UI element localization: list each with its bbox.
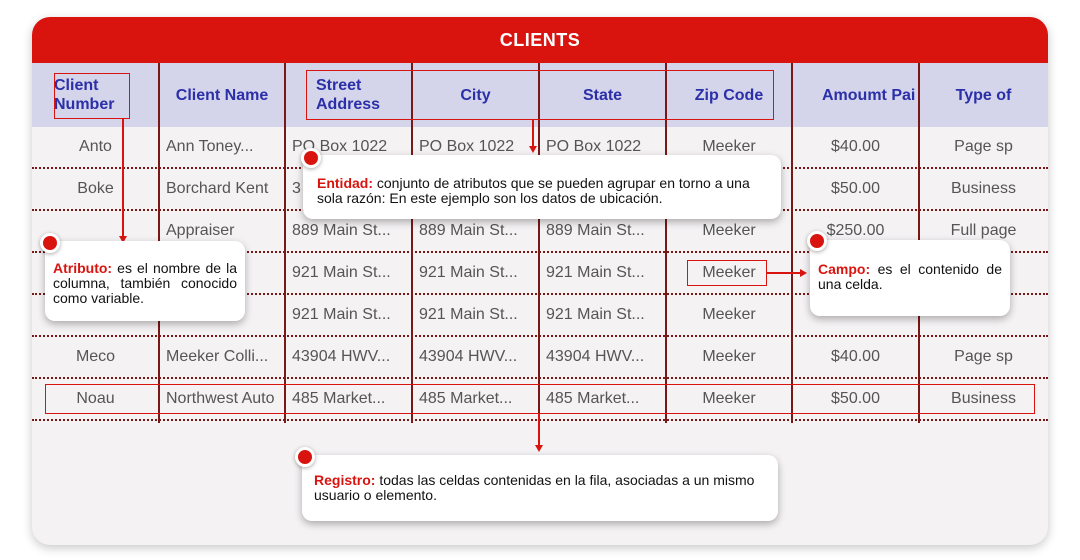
cell-client-number: Noau	[76, 390, 115, 407]
campo-bullet-icon	[807, 231, 827, 251]
cell-street-address: 889 Main St...	[292, 222, 391, 239]
cell-street-address: 3	[292, 180, 301, 197]
column-divider	[411, 63, 413, 423]
header-street-address: Street Address	[316, 77, 381, 113]
registro-bullet-icon	[295, 447, 315, 467]
table-row: 921 Main St... 921 Main St... 921 Main St.…	[32, 253, 1048, 295]
callout-registro-text: todas las celdas contenidas en la fila, …	[314, 472, 755, 503]
cell-type: Full page	[950, 222, 1017, 239]
callout-atributo-text: es el nombre de la columna, también cono…	[53, 260, 237, 306]
cell-city: 485 Market...	[419, 390, 513, 407]
cell-street-address: 43904 HWV...	[292, 348, 391, 365]
header-state: State	[582, 86, 623, 104]
cell-amount-paid: $40.00	[831, 348, 880, 365]
cell-amount-paid: $40.00	[831, 138, 880, 155]
highlight-record-row	[45, 384, 1035, 414]
highlight-field-cell	[687, 260, 767, 286]
cell-zip-code: Meeker	[702, 306, 756, 323]
cell-client-number: Anto	[79, 138, 112, 155]
header-zip-code: Zip Code	[694, 86, 764, 104]
cell-city: PO Box 1022	[419, 138, 515, 155]
cell-state: PO Box 1022	[546, 138, 642, 155]
header-city: City	[460, 86, 491, 104]
callout-entidad: Entidad: conjunto de atributos que se pu…	[303, 155, 781, 219]
table-row: Appraiser 889 Main St... 889 Main St... 889…	[32, 211, 1048, 253]
highlight-entity-columns	[306, 70, 774, 120]
entidad-arrowhead	[529, 146, 537, 153]
cell-zip-code: Meeker	[702, 138, 756, 155]
callout-campo: Campo: es el contenido de una celda.	[810, 240, 1010, 316]
table-row: Noau Northwest Auto 485 Market... 485 Marke…	[32, 379, 1048, 421]
callout-campo-text: es el contenido de una celda.	[818, 261, 1003, 292]
atributo-bullet-icon	[40, 233, 60, 253]
column-divider	[791, 63, 793, 423]
cell-type: Business	[951, 390, 1016, 407]
registro-arrowhead	[535, 445, 543, 452]
cell-amount-paid: $50.00	[831, 180, 880, 197]
cell-client-name: Meeker Colli...	[166, 348, 269, 365]
cell-type: Business	[951, 180, 1016, 197]
table-title: CLIENTS	[32, 17, 1048, 63]
cell-type: Page sp	[954, 348, 1013, 365]
cell-city: 921 Main St...	[419, 264, 518, 281]
table-row: Meco Meeker Colli... 43904 HWV... 43904 HWV…	[32, 337, 1048, 379]
atributo-connector-line	[122, 119, 124, 237]
table-header-row: Client Number Client Name Street Address…	[32, 63, 1048, 127]
callout-campo-term: Campo:	[818, 261, 871, 277]
cell-amount-paid: $50.00	[831, 390, 880, 407]
cell-client-name: Borchard Kent	[166, 180, 269, 197]
callout-atributo: Atributo: es el nombre de la columna, ta…	[45, 241, 245, 321]
callout-registro: Registro: todas las celdas contenidas en…	[302, 455, 778, 521]
cell-zip-code: Meeker	[702, 390, 756, 407]
cell-zip-code: Meeker	[702, 348, 756, 365]
cell-amount-paid: $250.00	[826, 222, 885, 239]
table-row: 921 Main St... 921 Main St... 921 Main St.…	[32, 295, 1048, 337]
atributo-arrowhead	[119, 236, 127, 243]
cell-city: 921 Main St...	[419, 306, 518, 323]
cell-type: Page sp	[954, 138, 1013, 155]
campo-arrowhead	[800, 269, 807, 277]
callout-registro-term: Registro:	[314, 472, 376, 488]
cell-state: 43904 HWV...	[546, 348, 645, 365]
header-amount-paid: Amoumt Pai	[822, 86, 916, 104]
cell-state: 485 Market...	[546, 390, 640, 407]
highlight-client-number-header	[54, 73, 130, 119]
entidad-connector-line	[532, 120, 534, 148]
callout-atributo-term: Atributo:	[53, 260, 113, 276]
column-divider	[284, 63, 286, 423]
cell-street-address: 921 Main St...	[292, 306, 391, 323]
header-client-name: Client Name	[175, 86, 269, 104]
cell-city: 889 Main St...	[419, 222, 518, 239]
registro-connector-line	[538, 414, 540, 447]
header-client-number: Client Number	[54, 77, 115, 113]
header-type: Type of	[955, 86, 1012, 104]
cell-city: 43904 HWV...	[419, 348, 518, 365]
cell-client-name: Appraiser	[166, 222, 235, 239]
cell-zip-code: Meeker	[702, 264, 756, 281]
callout-entidad-term: Entidad:	[317, 175, 373, 191]
campo-connector-line	[767, 272, 801, 274]
cell-street-address: 921 Main St...	[292, 264, 391, 281]
callout-entidad-text: conjunto de atributos que se pueden agru…	[317, 175, 750, 206]
cell-street-address: 485 Market...	[292, 390, 386, 407]
entidad-bullet-icon	[301, 148, 321, 168]
cell-state: 921 Main St...	[546, 264, 645, 281]
cell-client-number: Meco	[75, 348, 116, 365]
cell-state: 889 Main St...	[546, 222, 645, 239]
cell-client-number: Boke	[77, 180, 114, 197]
column-divider	[538, 63, 540, 423]
cell-zip-code: Meeker	[702, 222, 756, 239]
cell-state: 921 Main St...	[546, 306, 645, 323]
cell-client-name: Northwest Auto	[166, 390, 275, 407]
column-divider	[665, 63, 667, 423]
cell-client-name: Ann Toney...	[166, 138, 254, 155]
